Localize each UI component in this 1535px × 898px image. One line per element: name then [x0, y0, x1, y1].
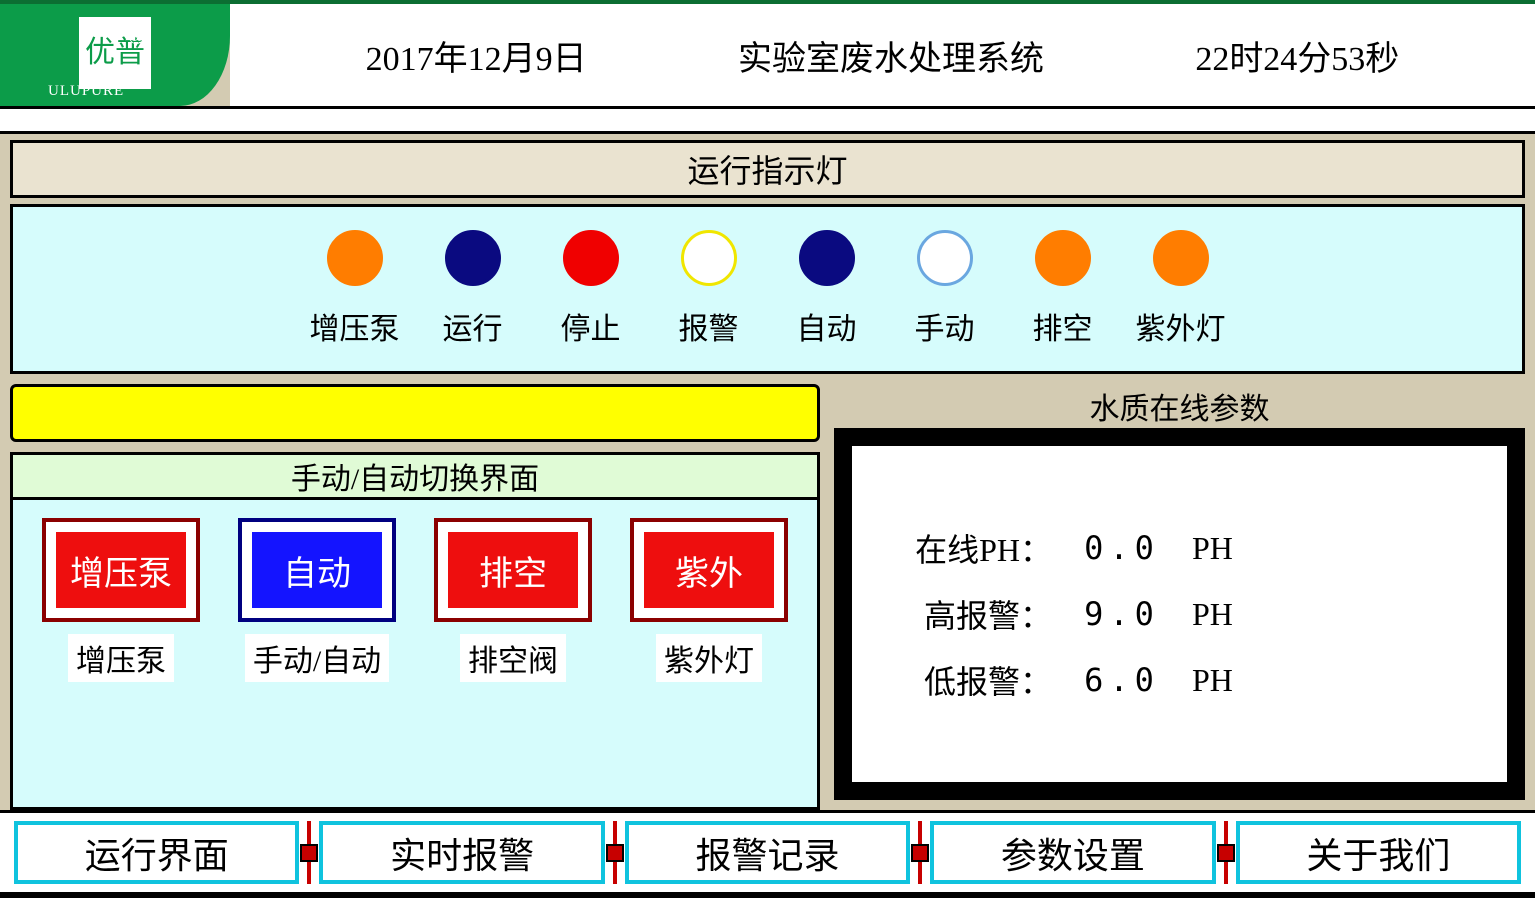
wq-unit: PH — [1192, 530, 1272, 567]
indicator-label: 自动 — [797, 304, 857, 348]
water-quality-row: 在线PH：0.0PH — [882, 525, 1477, 571]
indicator-panel: 增压泵运行 停止 报警 自动 手动 排空紫外灯 — [10, 204, 1525, 374]
nav-button[interactable]: 实时报警 — [319, 821, 604, 884]
nav-button[interactable]: 关于我们 — [1236, 821, 1521, 884]
indicator-item: 运行 — [423, 230, 523, 348]
indicator-light-icon — [563, 230, 619, 286]
nav-separator-icon — [1216, 821, 1236, 884]
switch-label: 排空阀 — [460, 634, 566, 682]
nav-button[interactable]: 参数设置 — [930, 821, 1215, 884]
wq-label: 高报警： — [882, 591, 1052, 637]
indicator-item: 停止 — [541, 230, 641, 348]
indicator-item: 紫外灯 — [1131, 230, 1231, 348]
wq-unit: PH — [1192, 596, 1272, 633]
indicator-light-icon — [917, 230, 973, 286]
water-quality-title: 水质在线参数 — [834, 384, 1525, 428]
indicator-light-icon — [1153, 230, 1209, 286]
switch-button[interactable]: 自动 — [242, 522, 392, 618]
wq-value: 9.0 — [1052, 595, 1192, 633]
water-quality-row: 低报警：6.0PH — [882, 657, 1477, 703]
indicator-light-icon — [327, 230, 383, 286]
switch-item: 自动手动/自动 — [242, 522, 392, 682]
indicator-item: 排空 — [1013, 230, 1113, 348]
logo-area: 优普 ULUPURE ® — [0, 4, 230, 106]
switch-label: 手动/自动 — [245, 634, 389, 682]
indicator-light-icon — [1035, 230, 1091, 286]
header-info: 2017年12月9日 实验室废水处理系统 22时24分53秒 — [230, 4, 1535, 106]
header-bar: 优普 ULUPURE ® 2017年12月9日 实验室废水处理系统 22时24分… — [0, 0, 1535, 106]
switch-item: 排空排空阀 — [438, 522, 588, 682]
nav-button[interactable]: 运行界面 — [14, 821, 299, 884]
wq-unit: PH — [1192, 662, 1272, 699]
switch-label: 紫外灯 — [656, 634, 762, 682]
indicator-label: 排空 — [1033, 304, 1093, 348]
header-date: 2017年12月9日 — [366, 31, 587, 80]
wq-label: 在线PH： — [882, 525, 1052, 571]
switch-item: 紫外紫外灯 — [634, 522, 784, 682]
nav-separator-icon — [299, 821, 319, 884]
wq-value: 0.0 — [1052, 529, 1192, 567]
indicator-label: 运行 — [443, 304, 503, 348]
water-quality-inner: 在线PH：0.0PH高报警：9.0PH低报警：6.0PH — [852, 446, 1507, 782]
switch-button[interactable]: 紫外 — [634, 522, 784, 618]
switch-button[interactable]: 排空 — [438, 522, 588, 618]
indicator-item: 手动 — [895, 230, 995, 348]
bottom-nav: 运行界面实时报警报警记录参数设置关于我们 — [0, 810, 1535, 898]
water-quality-area: 水质在线参数 在线PH：0.0PH高报警：9.0PH低报警：6.0PH — [834, 384, 1525, 810]
status-bar — [10, 384, 820, 442]
registered-mark: ® — [128, 24, 145, 50]
nav-separator-icon — [605, 821, 625, 884]
switch-label: 增压泵 — [68, 634, 174, 682]
indicator-label: 紫外灯 — [1136, 304, 1226, 348]
indicator-item: 增压泵 — [305, 230, 405, 348]
nav-button[interactable]: 报警记录 — [625, 821, 910, 884]
indicator-light-icon — [799, 230, 855, 286]
logo-en: ULUPURE — [48, 83, 124, 100]
indicator-label: 手动 — [915, 304, 975, 348]
switch-section-title: 手动/自动切换界面 — [10, 452, 820, 500]
header-title: 实验室废水处理系统 — [738, 31, 1044, 80]
divider-bar — [0, 106, 1535, 134]
wq-value: 6.0 — [1052, 661, 1192, 699]
nav-separator-icon — [910, 821, 930, 884]
indicator-label: 增压泵 — [310, 304, 400, 348]
wq-label: 低报警： — [882, 657, 1052, 703]
indicator-light-icon — [681, 230, 737, 286]
switch-area: 手动/自动切换界面 增压泵增压泵自动手动/自动排空排空阀紫外紫外灯 — [10, 384, 820, 810]
indicator-item: 报警 — [659, 230, 759, 348]
switch-panel: 增压泵增压泵自动手动/自动排空排空阀紫外紫外灯 — [10, 500, 820, 810]
indicator-label: 停止 — [561, 304, 621, 348]
water-quality-panel: 在线PH：0.0PH高报警：9.0PH低报警：6.0PH — [834, 428, 1525, 800]
indicator-label: 报警 — [679, 304, 739, 348]
switch-button[interactable]: 增压泵 — [46, 522, 196, 618]
indicator-section-title: 运行指示灯 — [10, 140, 1525, 198]
switch-item: 增压泵增压泵 — [46, 522, 196, 682]
indicator-light-icon — [445, 230, 501, 286]
indicator-item: 自动 — [777, 230, 877, 348]
header-time: 22时24分53秒 — [1195, 31, 1399, 80]
water-quality-row: 高报警：9.0PH — [882, 591, 1477, 637]
